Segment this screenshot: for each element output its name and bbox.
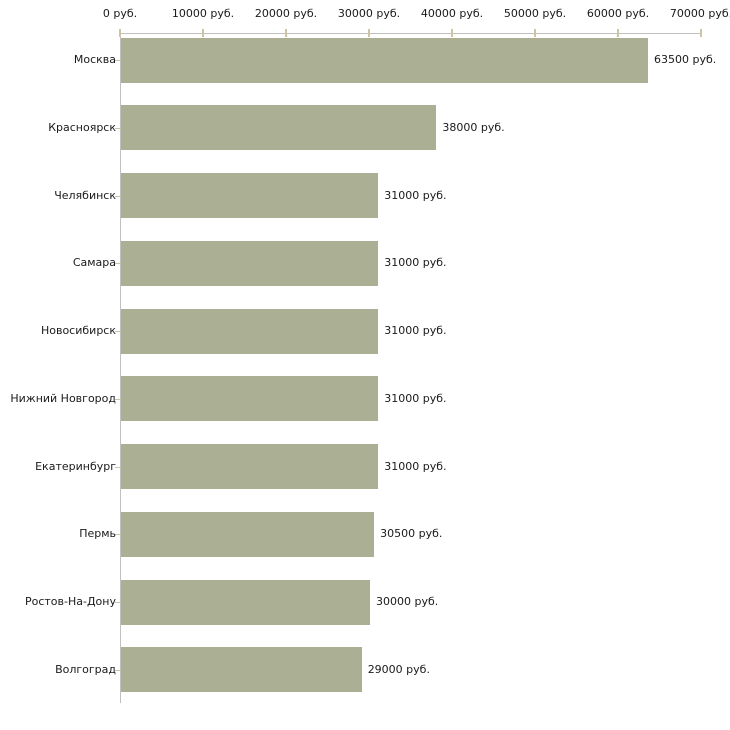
category-label: Самара	[72, 256, 116, 270]
x-tick-mark	[368, 29, 370, 37]
value-label: 30000 руб.	[376, 595, 439, 608]
x-tick-mark	[451, 29, 453, 37]
category-label: Екатеринбург	[35, 459, 116, 473]
x-tick-mark	[617, 29, 619, 37]
x-axis-tick-label: 60000 руб.	[586, 7, 650, 20]
y-tick-mark	[115, 466, 120, 468]
value-label: 31000 руб.	[384, 256, 447, 270]
x-axis-tick-label: 30000 руб.	[337, 7, 401, 20]
category-label: Красноярск	[48, 120, 116, 134]
x-tick-mark	[700, 29, 702, 37]
bar	[121, 173, 379, 218]
bar	[121, 579, 370, 625]
x-axis-tick-label: 10000 руб.	[171, 7, 235, 20]
x-axis-tick-label: 20000 руб.	[254, 7, 318, 20]
category-label: Волгоград	[55, 662, 116, 676]
x-axis-line	[120, 33, 701, 34]
x-axis-tick-label: 0 руб.	[102, 7, 138, 20]
y-tick-mark	[115, 534, 120, 536]
bar	[121, 511, 375, 557]
value-label: 38000 руб.	[442, 120, 505, 134]
category-label: Пермь	[79, 527, 116, 541]
bar	[121, 240, 379, 286]
x-axis-tick-label: 40000 руб.	[420, 7, 484, 20]
y-tick-mark	[115, 127, 120, 129]
y-tick-mark	[115, 398, 120, 400]
category-label: Нижний Новгород	[10, 391, 116, 405]
y-tick-mark	[115, 263, 120, 265]
value-label: 30500 руб.	[380, 527, 443, 541]
x-tick-mark	[285, 29, 287, 37]
value-label: 31000 руб.	[384, 459, 447, 473]
x-tick-mark	[202, 29, 204, 37]
y-axis-line	[120, 33, 121, 703]
category-label: Челябинск	[54, 188, 116, 202]
value-label: 63500 руб.	[654, 53, 717, 66]
category-label: Новосибирск	[40, 324, 116, 337]
x-tick-mark	[534, 29, 536, 37]
bar	[121, 647, 362, 693]
value-label: 31000 руб.	[384, 324, 447, 337]
bar	[121, 105, 437, 151]
y-tick-mark	[115, 669, 120, 671]
y-tick-mark	[115, 195, 120, 197]
x-axis-tick-label: 50000 руб.	[503, 7, 567, 20]
bar	[121, 308, 379, 354]
value-label: 29000 руб.	[367, 662, 430, 676]
category-label: Москва	[73, 53, 116, 66]
bar	[121, 37, 649, 83]
category-label: Ростов-На-Дону	[24, 595, 116, 608]
y-tick-mark	[115, 602, 120, 603]
bar	[121, 376, 379, 422]
bar	[121, 444, 379, 489]
y-tick-mark	[115, 331, 120, 332]
value-label: 31000 руб.	[384, 391, 447, 405]
value-label: 31000 руб.	[384, 188, 447, 202]
y-tick-mark	[115, 60, 120, 61]
x-tick-mark	[119, 29, 121, 37]
x-axis-tick-label: 70000 руб.	[669, 7, 730, 20]
